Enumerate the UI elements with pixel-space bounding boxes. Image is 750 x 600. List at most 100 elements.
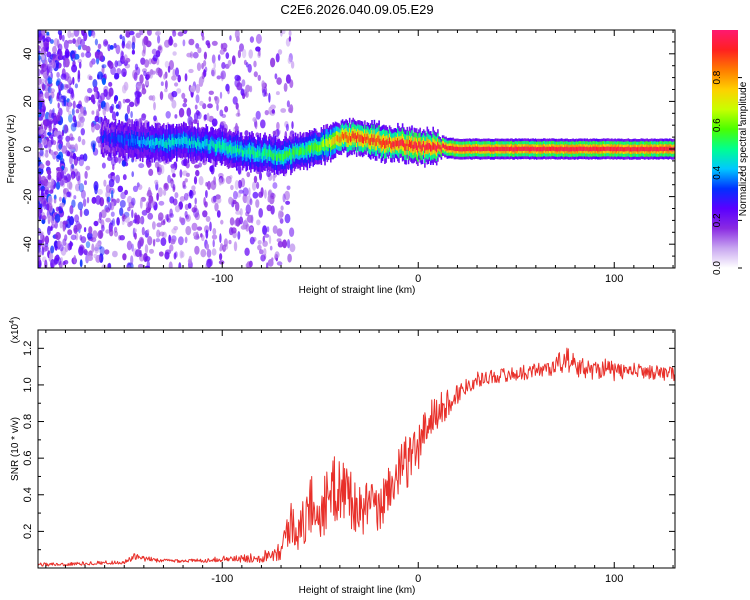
noise-blob bbox=[217, 54, 221, 61]
noise-blob bbox=[248, 49, 253, 59]
noise-blob bbox=[211, 248, 217, 256]
noise-blob bbox=[59, 221, 63, 229]
ridge-cell bbox=[172, 137, 175, 145]
noise-blob bbox=[86, 196, 90, 204]
noise-blob bbox=[121, 84, 127, 94]
ridge-cell bbox=[427, 143, 430, 151]
ridge-cell bbox=[559, 147, 561, 152]
noise-blob bbox=[276, 261, 283, 266]
noise-blob bbox=[56, 71, 60, 78]
ridge-cell bbox=[595, 146, 598, 151]
noise-blob bbox=[65, 51, 70, 59]
noise-blob bbox=[120, 191, 126, 200]
noise-blob bbox=[124, 189, 128, 196]
snr-series-line bbox=[38, 347, 675, 567]
ridge-cell bbox=[120, 135, 123, 143]
ridge-cell bbox=[341, 132, 344, 139]
noise-blob bbox=[38, 246, 41, 254]
noise-blob bbox=[45, 160, 51, 167]
noise-blob bbox=[65, 135, 71, 142]
ridge-cell bbox=[520, 146, 523, 152]
noise-blob bbox=[77, 136, 82, 143]
ridge-cell bbox=[379, 138, 381, 145]
ridge-cell bbox=[542, 146, 545, 151]
noise-blob bbox=[50, 72, 53, 80]
noise-blob bbox=[47, 215, 52, 220]
ridge-cell bbox=[163, 138, 165, 146]
noise-blob bbox=[247, 63, 252, 73]
noise-blob bbox=[167, 65, 171, 73]
ridge-cell bbox=[618, 146, 620, 151]
ridge-cell bbox=[487, 146, 490, 151]
ridge-cell bbox=[651, 146, 653, 151]
ridge-cell bbox=[555, 147, 558, 152]
noise-blob bbox=[38, 68, 41, 77]
ridge-cell bbox=[562, 147, 565, 152]
noise-blob bbox=[51, 52, 58, 57]
noise-blob bbox=[233, 190, 238, 200]
ridge-cell bbox=[103, 134, 105, 143]
noise-blob bbox=[101, 77, 106, 86]
ridge-cell bbox=[171, 138, 173, 146]
noise-blob bbox=[171, 90, 178, 98]
colorbar-tick-label: 0.2 bbox=[712, 213, 723, 227]
noise-blob bbox=[91, 110, 95, 115]
noise-blob bbox=[71, 64, 78, 73]
ridge-cell bbox=[637, 147, 639, 152]
noise-blob bbox=[220, 219, 224, 225]
noise-blob bbox=[139, 74, 144, 84]
noise-blob bbox=[46, 202, 53, 212]
ridge-cell bbox=[445, 144, 447, 149]
noise-blob bbox=[100, 209, 107, 219]
x-tick-label: 100 bbox=[605, 273, 623, 285]
noise-blob bbox=[238, 216, 244, 225]
noise-blob bbox=[235, 122, 238, 132]
noise-blob bbox=[124, 98, 131, 103]
noise-blob bbox=[116, 198, 120, 204]
noise-blob bbox=[90, 94, 95, 103]
ridge-cell bbox=[358, 134, 360, 142]
ridge-cell bbox=[447, 146, 450, 151]
ridge-cell bbox=[541, 147, 544, 152]
noise-blob bbox=[91, 196, 97, 204]
noise-blob bbox=[60, 73, 67, 80]
noise-blob bbox=[225, 52, 230, 59]
noise-blob bbox=[113, 95, 117, 105]
noise-blob bbox=[39, 163, 45, 169]
ridge-cell bbox=[608, 146, 611, 152]
ridge-cell bbox=[475, 146, 478, 151]
noise-blob bbox=[62, 238, 67, 246]
noise-blob bbox=[111, 111, 117, 121]
noise-blob bbox=[50, 149, 54, 156]
ridge-cell bbox=[210, 141, 212, 149]
noise-blob bbox=[60, 169, 64, 179]
noise-blob bbox=[108, 178, 115, 188]
noise-blob bbox=[95, 242, 101, 248]
ridge-cell bbox=[373, 134, 376, 143]
ridge-cell bbox=[403, 140, 405, 148]
noise-blob bbox=[110, 211, 115, 217]
noise-blob bbox=[72, 76, 75, 85]
noise-blob bbox=[257, 244, 262, 251]
noise-blob bbox=[127, 206, 131, 212]
noise-blob bbox=[107, 173, 113, 179]
ridge-cell bbox=[264, 147, 266, 156]
ridge-cell bbox=[593, 146, 596, 151]
noise-blob bbox=[205, 216, 211, 222]
noise-blob bbox=[259, 171, 262, 181]
noise-blob bbox=[84, 180, 87, 186]
noise-blob bbox=[264, 110, 269, 116]
ridge-cell bbox=[206, 138, 209, 146]
noise-blob bbox=[266, 170, 271, 177]
noise-blob bbox=[39, 148, 44, 157]
ridge-cell bbox=[319, 145, 322, 152]
ridge-cell bbox=[380, 140, 383, 149]
noise-blob bbox=[280, 205, 284, 211]
noise-blob bbox=[269, 245, 273, 251]
noise-blob bbox=[288, 30, 292, 37]
ridge-cell bbox=[408, 140, 411, 147]
noise-blob bbox=[75, 109, 80, 114]
ridge-cell bbox=[434, 144, 437, 151]
noise-blob bbox=[240, 88, 245, 96]
noise-blob bbox=[158, 251, 164, 257]
